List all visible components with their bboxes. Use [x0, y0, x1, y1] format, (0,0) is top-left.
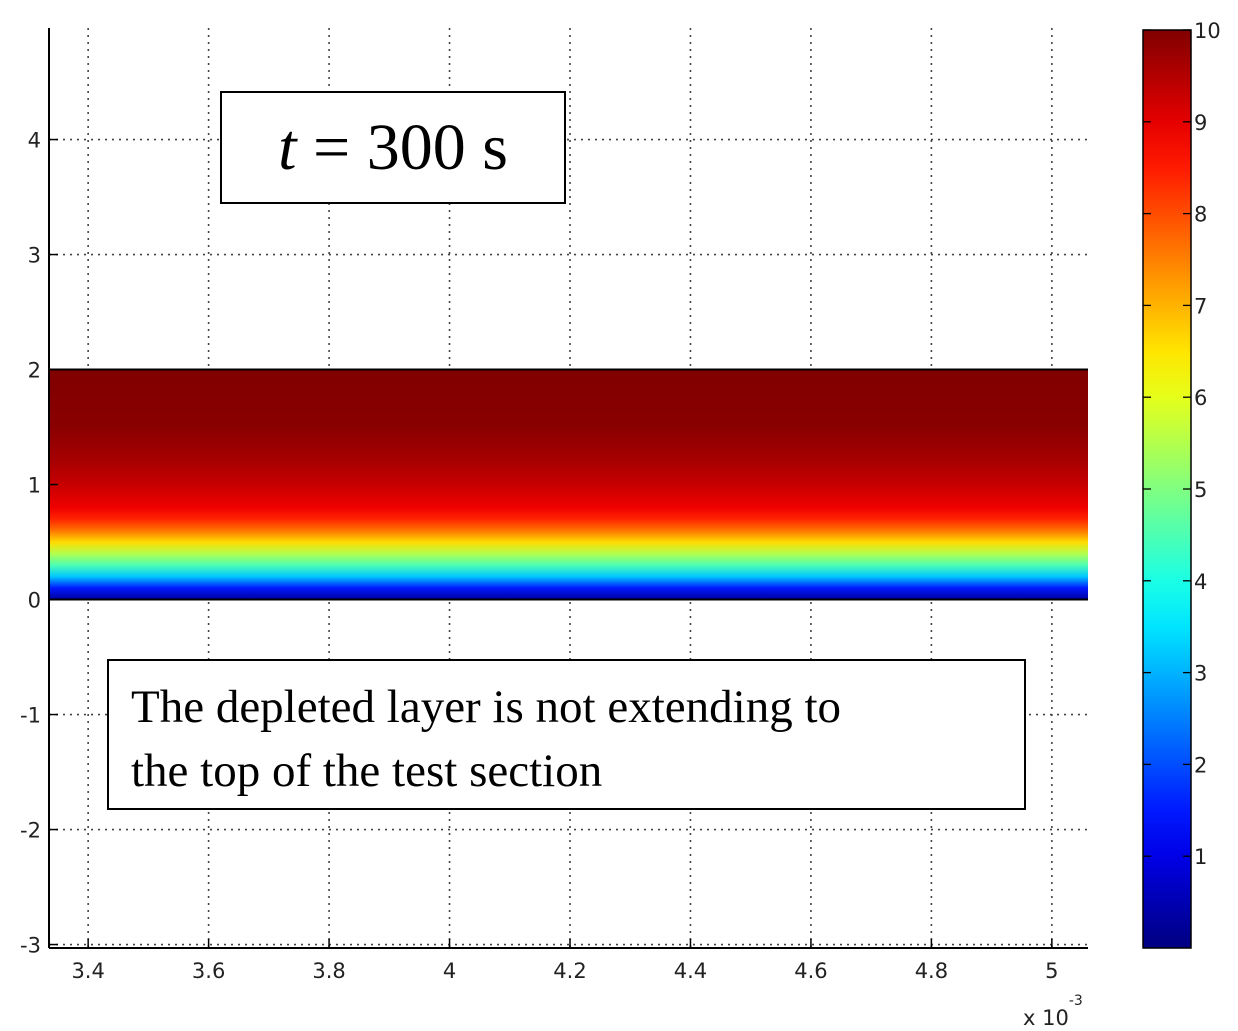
x-tick-label: 3.4	[71, 959, 104, 983]
x-tick-label: 4.6	[794, 959, 827, 983]
note-annotation: The depleted layer is not extending to t…	[107, 659, 1026, 810]
x-tick-label: 3.6	[192, 959, 225, 983]
x-tick-label: 4.2	[553, 959, 586, 983]
x-tick-label: 4.4	[674, 959, 707, 983]
colorbar-tick-label: 5	[1194, 478, 1207, 502]
colorbar-tick-label: 3	[1194, 662, 1207, 686]
x-multiplier-exponent: -3	[1069, 993, 1083, 1009]
y-tick-label: 0	[28, 589, 41, 613]
colorbar-tick-label: 2	[1194, 753, 1207, 777]
x-multiplier-base: x 10	[1023, 1006, 1069, 1030]
colorbar-tick-label: 8	[1194, 203, 1207, 227]
colorbar-ticks: 1 2 3 4 5 6 7 8 9 10	[1143, 19, 1221, 869]
colorbar-tick-label: 9	[1194, 111, 1207, 135]
x-tick-label: 5	[1045, 959, 1058, 983]
concentration-field	[49, 369, 1088, 600]
note-line-1: The depleted layer is not extending to	[131, 681, 842, 733]
y-tick-label: -2	[20, 819, 41, 843]
time-variable: t	[278, 111, 297, 184]
y-tick-label: 1	[28, 474, 41, 498]
y-tick-label: 4	[28, 129, 41, 153]
x-ticks: 3.4 3.6 3.8 4 4.2 4.4 4.6 4.8 5	[71, 939, 1059, 983]
time-annotation: t = 300 s	[220, 91, 566, 204]
colorbar-tick-label: 1	[1194, 845, 1207, 869]
colorbar-tick-label: 4	[1194, 570, 1207, 594]
x-tick-label: 4	[443, 959, 456, 983]
colorbar-tick-label: 7	[1194, 294, 1207, 318]
time-value: = 300 s	[296, 111, 508, 184]
y-tick-label: 2	[28, 359, 41, 383]
colorbar-tick-label: 10	[1194, 19, 1221, 43]
y-tick-label: 3	[28, 244, 41, 268]
y-ticks: -3 -2 -1 0 1 2 3 4	[20, 129, 58, 958]
x-tick-label: 3.8	[312, 959, 345, 983]
x-tick-label: 4.8	[915, 959, 948, 983]
y-tick-label: -1	[20, 704, 41, 728]
note-line-2: the top of the test section	[131, 745, 603, 797]
colorbar-tick-label: 6	[1194, 386, 1207, 410]
x-multiplier: x 10-3	[1023, 993, 1083, 1030]
axes	[48, 28, 1088, 949]
y-tick-label: -3	[20, 934, 41, 958]
